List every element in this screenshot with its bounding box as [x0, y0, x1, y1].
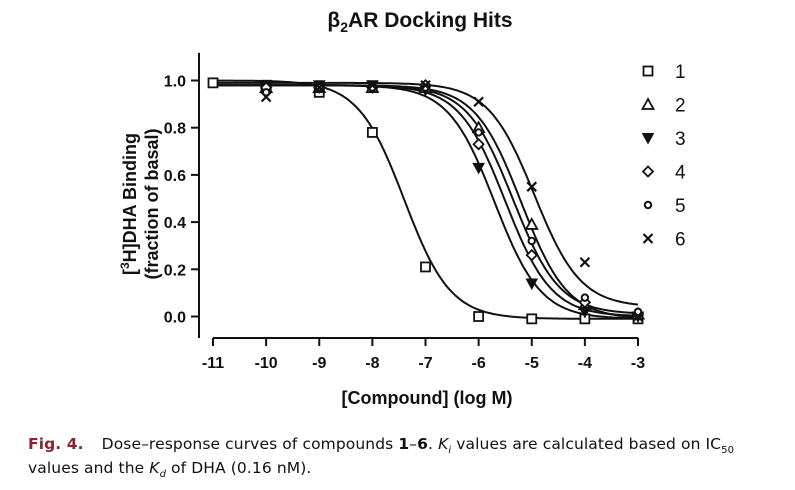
data-point-series-5	[580, 293, 590, 302]
x-tick-label: -9	[312, 355, 326, 372]
caption-kd-sub: d	[159, 469, 167, 481]
figure-label: Fig. 4.	[28, 435, 84, 453]
data-point-series-3	[525, 278, 539, 290]
caption-compound-end: 6	[417, 435, 429, 453]
legend-marker-3	[641, 133, 655, 145]
x-tick-label: -7	[418, 355, 432, 372]
caption-text-2: values are calculated based on IC	[451, 435, 722, 453]
fit-curve-3	[213, 84, 639, 320]
legend-label-3: 3	[675, 129, 686, 150]
fit-curve-2	[213, 84, 639, 319]
x-tick-label: -4	[578, 355, 592, 372]
caption-period: .	[428, 435, 439, 453]
caption-text-4: of DHA (0.16 nM).	[166, 459, 312, 477]
data-point-series-6	[579, 256, 591, 268]
caption-ic50-sub: 50	[721, 445, 735, 457]
legend-label-2: 2	[675, 96, 686, 117]
fit-curve-4	[213, 84, 639, 317]
x-tick-label: -6	[472, 355, 486, 372]
data-point-series-6	[313, 82, 325, 93]
data-point-series-6	[526, 181, 538, 192]
x-tick-label: -10	[255, 355, 278, 372]
data-point-series-1	[526, 313, 538, 325]
fit-curves	[213, 79, 639, 320]
caption-compound-start: 1	[398, 435, 410, 453]
data-point-series-6	[367, 79, 378, 91]
legend-marker-5	[643, 200, 653, 210]
x-tick-label: -11	[202, 355, 224, 372]
data-point-series-2	[524, 217, 539, 230]
data-point-series-1	[366, 127, 378, 138]
x-axis-label: [Compound] (log M)	[342, 388, 513, 408]
dose-response-chart: β2AR Docking Hits 0.0 0.2 0.4 0.6 0.8 1.0 -11 -…	[118, 9, 686, 408]
y-tick-label: 0.6	[164, 168, 186, 185]
legend-marker-2	[640, 97, 656, 110]
y-tick-label: 1.0	[164, 74, 186, 91]
data-point-series-4	[525, 248, 539, 262]
legend-marker-4	[641, 165, 655, 178]
data-point-series-4	[472, 137, 485, 151]
y-axis-label-line1: [3H]DHA Binding	[118, 133, 140, 275]
data-point-series-5	[527, 236, 536, 246]
caption-ki-sub: i	[448, 445, 452, 457]
y-tick-label: 0.2	[164, 262, 186, 279]
data-point-series-6	[473, 96, 484, 108]
fit-curve-1	[213, 79, 639, 320]
y-tick-label: 0.0	[164, 310, 186, 327]
legend-label-1: 1	[675, 62, 686, 83]
legend-label-4: 4	[675, 163, 686, 184]
legend-marker-1	[642, 65, 654, 77]
legend: 1 2 3 4 5 6	[640, 62, 686, 251]
y-tick-label: 0.8	[164, 121, 186, 138]
y-tick-label: 0.4	[164, 215, 186, 232]
legend-marker-6	[642, 233, 654, 244]
legend-label-6: 6	[675, 230, 686, 251]
data-point-series-1	[473, 311, 485, 322]
axes: 0.0 0.2 0.4 0.6 0.8 1.0 -11 -10 -9 -8 -7 -6 -5 -4 -3	[164, 52, 645, 372]
chart-title: β2AR Docking Hits	[327, 9, 512, 35]
caption-kd-letter: K	[149, 459, 160, 477]
data-point-series-3	[472, 162, 485, 175]
x-tick-label: -3	[631, 355, 645, 372]
fit-curve-5	[213, 84, 639, 315]
x-tick-label: -5	[525, 355, 539, 372]
legend-label-5: 5	[675, 196, 686, 217]
data-point-series-6	[260, 91, 272, 103]
x-tick-label: -8	[365, 355, 379, 372]
caption-dash: –	[409, 435, 418, 453]
caption-text: Dose–response curves of compounds	[101, 435, 399, 453]
data-point-series-1	[207, 77, 219, 89]
data-point-series-6	[632, 311, 644, 322]
y-axis-label-line2: (fraction of basal)	[142, 128, 162, 279]
data-points	[207, 77, 646, 325]
caption-text-3: values and the	[28, 459, 150, 477]
figure-caption: Fig. 4. Dose–response curves of compounds…	[28, 432, 778, 480]
data-point-series-5	[474, 128, 483, 137]
caption-ki-letter: K	[438, 435, 449, 453]
y-axis-label: [3H]DHA Binding (fraction of basal)	[118, 128, 162, 279]
data-point-series-6	[420, 79, 431, 91]
data-point-series-1	[420, 261, 431, 273]
